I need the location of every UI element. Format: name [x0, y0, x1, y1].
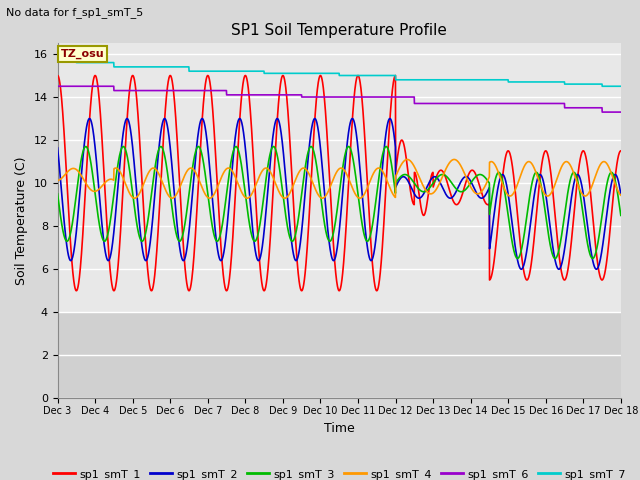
Legend: sp1_smT_1, sp1_smT_2, sp1_smT_3, sp1_smT_4, sp1_smT_6, sp1_smT_7: sp1_smT_1, sp1_smT_2, sp1_smT_3, sp1_smT… — [48, 464, 630, 480]
Title: SP1 Soil Temperature Profile: SP1 Soil Temperature Profile — [231, 23, 447, 38]
Bar — [58, 312, 621, 398]
Text: TZ_osu: TZ_osu — [60, 48, 104, 59]
X-axis label: Time: Time — [324, 421, 355, 434]
Text: No data for f_sp1_smT_5: No data for f_sp1_smT_5 — [6, 7, 143, 18]
Y-axis label: Soil Temperature (C): Soil Temperature (C) — [15, 156, 28, 285]
